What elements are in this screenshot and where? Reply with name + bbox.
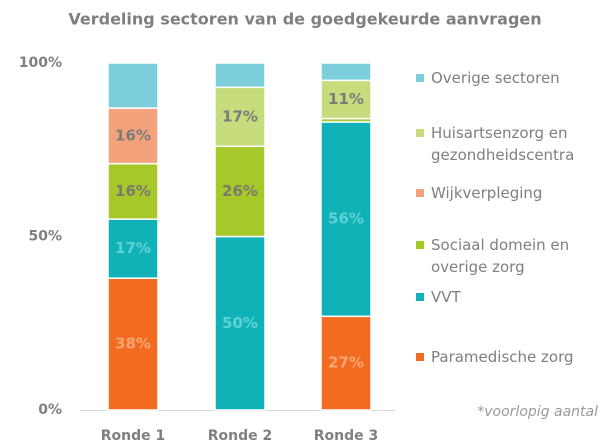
- data-label: 16%: [115, 182, 151, 200]
- x-tick-label: Ronde 1: [101, 428, 166, 444]
- bar-segment: [107, 107, 159, 165]
- legend-label: Wijkverpleging: [431, 184, 543, 202]
- bar-segment: [214, 145, 266, 238]
- legend-label: Huisartsenzorg en gezondheidscentra: [431, 124, 575, 164]
- legend-swatch: [416, 129, 424, 137]
- data-label: 38%: [115, 335, 151, 353]
- y-tick-label: 0%: [38, 402, 62, 418]
- bar-segment: [107, 277, 159, 411]
- data-label: 27%: [328, 354, 364, 372]
- bar-segment: [107, 162, 159, 220]
- legend-label: Overige sectoren: [431, 69, 560, 87]
- legend-swatch: [416, 293, 424, 301]
- y-tick-label: 50%: [28, 229, 62, 245]
- bar-segment: [214, 62, 266, 89]
- bar-segment: [320, 315, 372, 411]
- bar-segment: [320, 62, 372, 82]
- legend-item: Wijkverpleging: [416, 182, 606, 204]
- data-label: 11%: [328, 90, 364, 108]
- bar-segment: [214, 235, 266, 411]
- legend-swatch: [416, 241, 424, 249]
- data-label: 16%: [115, 126, 151, 144]
- data-label: 26%: [222, 182, 258, 200]
- y-tick-label: 100%: [19, 55, 62, 71]
- bar-segment: [320, 79, 372, 120]
- legend-label: VVT: [431, 288, 461, 306]
- data-label: 17%: [115, 239, 151, 257]
- x-tick-label: Ronde 3: [314, 428, 379, 444]
- legend-item: Sociaal domein en overige zorg: [416, 234, 606, 278]
- legend-swatch: [416, 189, 424, 197]
- note: *voorlopig aantal: [477, 404, 598, 420]
- data-label: 56%: [328, 210, 364, 228]
- legend-swatch: [416, 353, 424, 361]
- chart-title: Verdeling sectoren van de goedgekeurde a…: [68, 10, 541, 29]
- legend-label: Paramedische zorg: [431, 348, 574, 366]
- data-label: 17%: [222, 107, 258, 125]
- legend-item: Overige sectoren: [416, 67, 606, 89]
- legend-swatch: [416, 74, 424, 82]
- bar-segment: [214, 86, 266, 148]
- legend-label: Sociaal domein en overige zorg: [431, 236, 570, 276]
- legend-item: Paramedische zorg: [416, 346, 606, 368]
- bar-segment: [107, 62, 159, 109]
- bar-segment: [107, 218, 159, 279]
- legend-item: VVT: [416, 286, 606, 308]
- legend-item: Huisartsenzorg en gezondheidscentra: [416, 122, 606, 166]
- data-label: 50%: [222, 314, 258, 332]
- bar-segment: [320, 121, 372, 318]
- x-tick-label: Ronde 2: [208, 428, 273, 444]
